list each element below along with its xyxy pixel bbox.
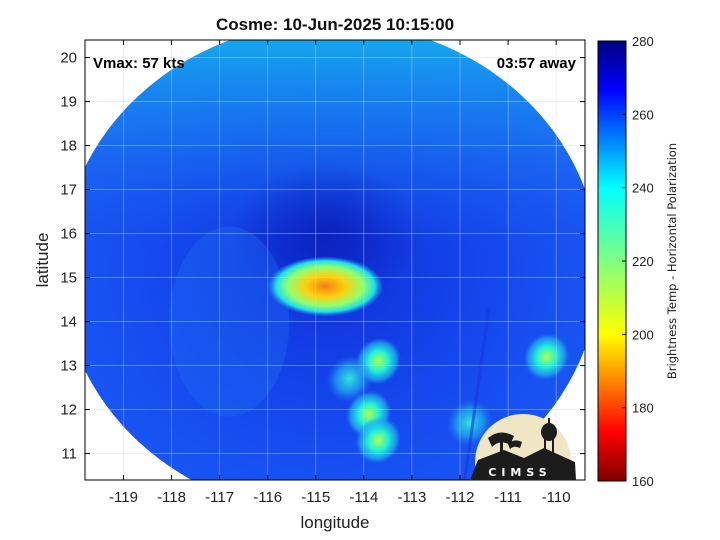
rainband [523, 333, 570, 381]
colorbar-label: Brightness Temp - Horizontal Polarizatio… [665, 143, 679, 379]
x-tick-label: -116 [253, 489, 282, 506]
y-tick-label: 11 [61, 446, 77, 463]
rainband [355, 417, 401, 464]
y-tick-label: 12 [60, 402, 77, 419]
x-tick-label: -112 [446, 489, 475, 506]
logo-text: CIMSS [488, 466, 551, 479]
rainband [326, 355, 373, 403]
x-tick-label: -118 [157, 489, 186, 506]
colorbar-tick-label: 280 [632, 34, 654, 49]
rainband [446, 399, 493, 447]
y-tick-label: 17 [60, 182, 77, 199]
y-tick-label: 14 [60, 314, 77, 331]
y-tick-label: 15 [60, 270, 77, 287]
y-tick-label: 20 [60, 50, 77, 67]
y-tick-label: 13 [60, 358, 77, 375]
colorbar-tick-label: 260 [632, 107, 654, 122]
storm-core [267, 256, 384, 317]
x-tick-label: -113 [397, 489, 426, 506]
x-tick-label: -115 [301, 489, 330, 506]
y-tick-label: 18 [60, 138, 77, 155]
colorbar-tick-label: 200 [632, 327, 654, 342]
grid-lines [85, 40, 585, 480]
time-away-annotation: 03:57 away [497, 55, 577, 72]
x-tick-label: -114 [349, 489, 378, 506]
y-tick-label: 16 [60, 226, 77, 243]
x-axis-label: longitude [300, 513, 369, 532]
plot-frame [84, 39, 586, 481]
colorbar-ticks: 160 180 200 220 240 260 280 [622, 34, 654, 489]
colorbar-tick-label: 240 [632, 181, 654, 196]
x-tick-label: -110 [542, 489, 571, 506]
y-axis-label: latitude [33, 233, 52, 288]
colorbar-tick-label: 180 [632, 401, 654, 416]
x-axis: -119 -118 -117 -116 -115 -114 -113 -112 -111 -110 [109, 40, 571, 506]
chart-title: Cosme: 10-Jun-2025 10:15:00 [216, 15, 454, 34]
y-tick-label: 19 [60, 94, 77, 111]
x-tick-label: -111 [494, 489, 522, 506]
vmax-annotation: Vmax: 57 kts [93, 55, 185, 72]
x-tick-label: -119 [109, 489, 138, 506]
colorbar-tick-label: 160 [632, 474, 654, 489]
colorbar-tick-label: 220 [632, 254, 654, 269]
x-tick-label: -117 [205, 489, 234, 506]
colorbar [597, 40, 627, 482]
y-axis: 11 12 13 14 15 16 17 18 19 20 [60, 50, 585, 463]
cimss-logo: CIMSS [470, 414, 576, 480]
